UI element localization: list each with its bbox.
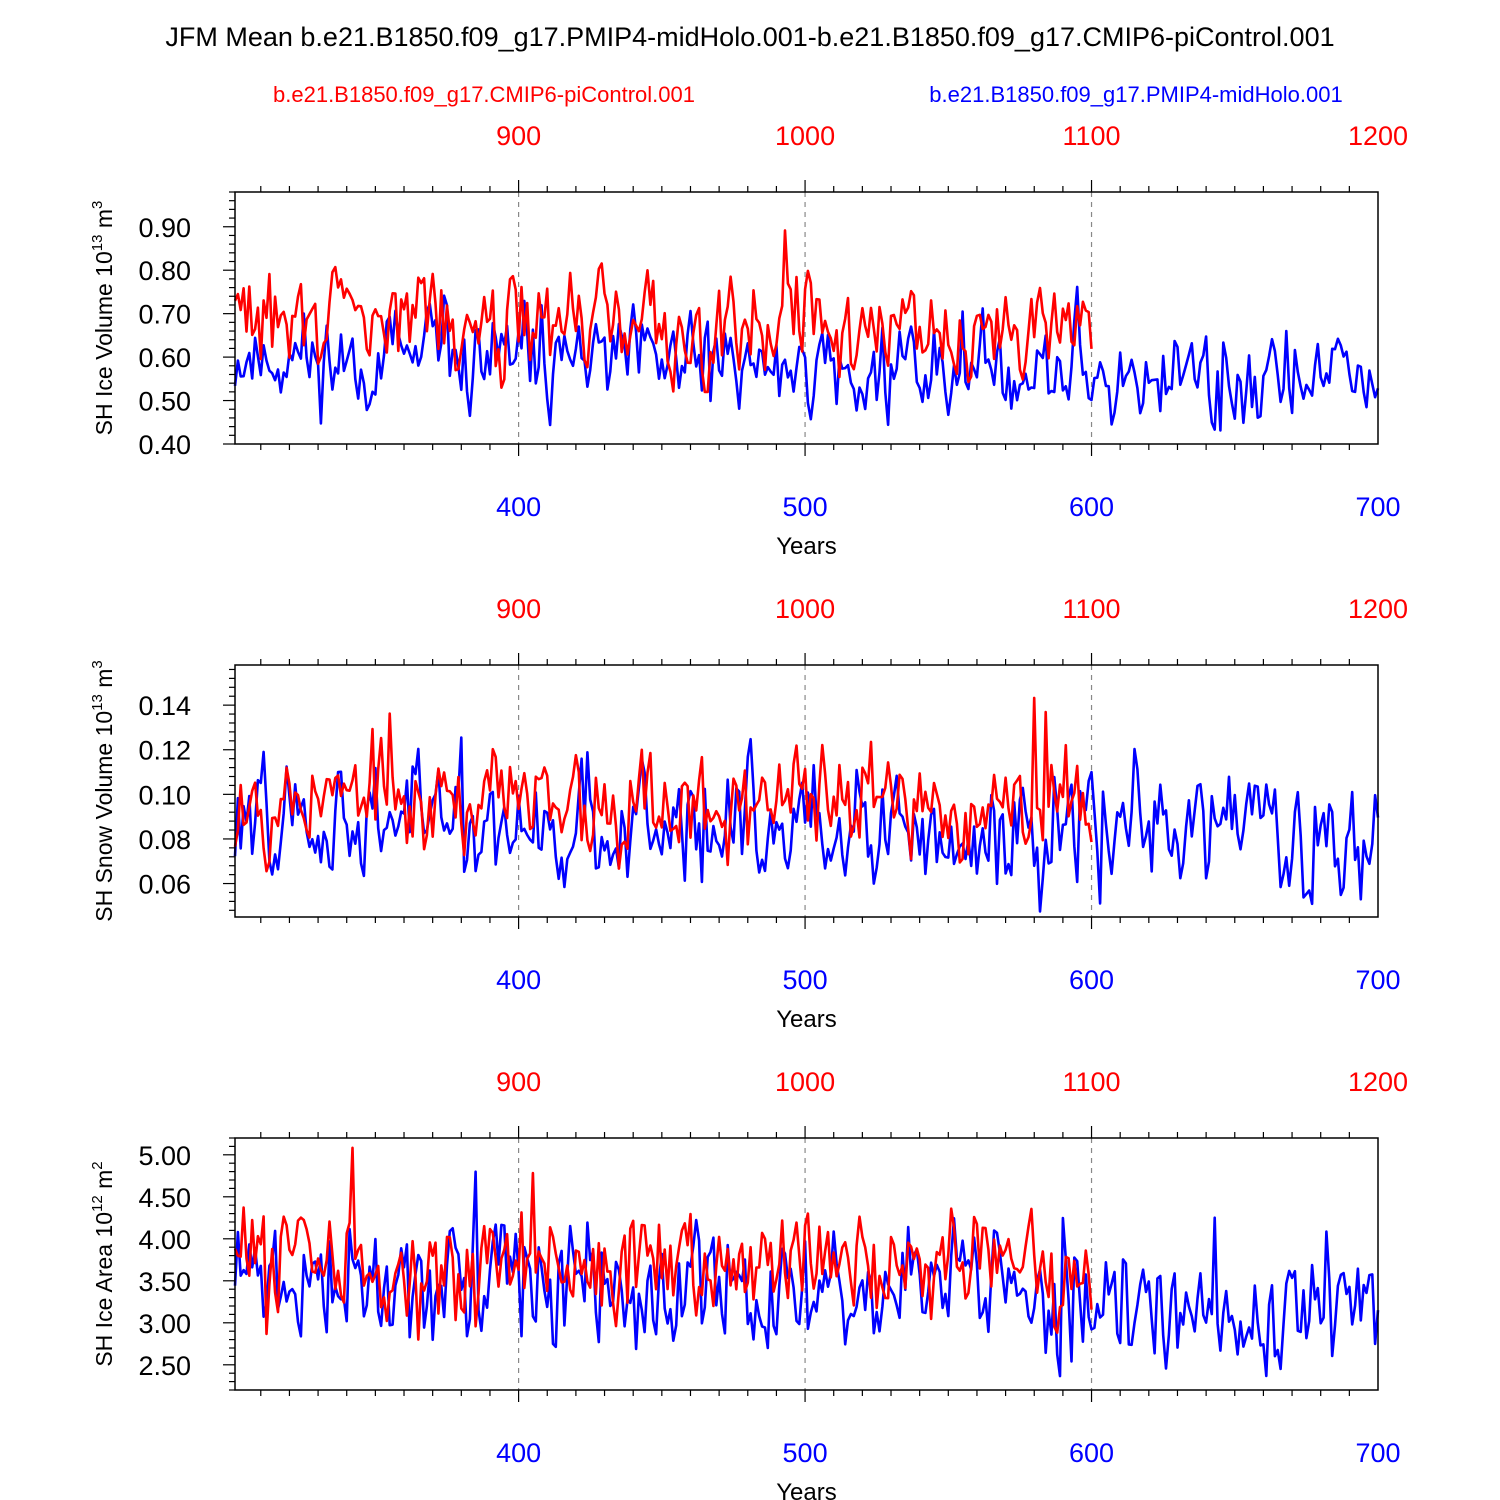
top-tick-label: 1100 <box>1063 1067 1121 1097</box>
y-tick-label: 0.12 <box>138 736 191 766</box>
bottom-tick-label: 500 <box>783 492 828 522</box>
y-tick-label: 4.00 <box>138 1225 191 1255</box>
x-axis-title: Years <box>776 1006 837 1033</box>
bottom-tick-label: 600 <box>1069 1438 1114 1468</box>
plot-frame <box>234 191 1379 445</box>
y-tick-label: 0.70 <box>138 300 191 330</box>
figure-title: JFM Mean b.e21.B1850.f09_g17.PMIP4-midHo… <box>165 22 1334 52</box>
y-tick-label: 0.90 <box>138 213 191 243</box>
top-tick-label: 1000 <box>775 1067 835 1097</box>
series-line-blue <box>233 285 1380 432</box>
bottom-tick-label: 700 <box>1355 492 1400 522</box>
bottom-tick-label: 500 <box>783 965 828 995</box>
x-axis-title: Years <box>776 1479 837 1500</box>
bottom-tick-label: 400 <box>496 1438 541 1468</box>
y-tick-label: 0.80 <box>138 256 191 286</box>
top-tick-label: 900 <box>496 121 541 151</box>
top-tick-label: 1200 <box>1348 1067 1408 1097</box>
plot-frame <box>234 664 1379 918</box>
y-axis-title: SH Ice Area 1012 m2 <box>89 1161 117 1366</box>
y-tick-label: 4.50 <box>138 1183 191 1213</box>
series-line-red <box>233 1146 1093 1341</box>
bottom-tick-label: 700 <box>1355 965 1400 995</box>
y-tick-label: 0.06 <box>138 870 191 900</box>
bottom-tick-label: 400 <box>496 492 541 522</box>
top-tick-label: 1000 <box>775 121 835 151</box>
series-line-blue <box>233 1170 1380 1378</box>
top-tick-label: 1100 <box>1063 594 1121 624</box>
top-tick-label: 1000 <box>775 594 835 624</box>
legend-blue-label: b.e21.B1850.f09_g17.PMIP4-midHolo.001 <box>929 82 1342 107</box>
bottom-tick-label: 400 <box>496 965 541 995</box>
y-tick-label: 0.08 <box>138 825 191 855</box>
y-tick-label: 0.60 <box>138 343 191 373</box>
panel-ice-volume: 900 1000 1100 1200 400 500 600 700 Years 0.40 0.50… <box>89 121 1408 560</box>
y-tick-label: 5.00 <box>138 1141 191 1171</box>
y-tick-label: 0.50 <box>138 387 191 417</box>
y-tick-label: 0.40 <box>138 430 191 460</box>
bottom-tick-label: 700 <box>1355 1438 1400 1468</box>
y-tick-label: 3.00 <box>138 1309 191 1339</box>
top-tick-label: 1100 <box>1063 121 1121 151</box>
top-tick-label: 1200 <box>1348 121 1408 151</box>
y-tick-label: 0.14 <box>138 691 191 721</box>
top-tick-label: 900 <box>496 594 541 624</box>
series-line-red <box>233 696 1093 873</box>
x-axis-title: Years <box>776 533 837 560</box>
y-axis-title: SH Ice Volume 1013 m3 <box>89 201 117 436</box>
y-tick-label: 0.10 <box>138 780 191 810</box>
y-tick-label: 2.50 <box>138 1351 191 1381</box>
bottom-tick-label: 500 <box>783 1438 828 1468</box>
bottom-tick-label: 600 <box>1069 965 1114 995</box>
top-tick-label: 1200 <box>1348 594 1408 624</box>
series-line-red <box>233 229 1093 394</box>
y-tick-label: 3.50 <box>138 1267 191 1297</box>
top-tick-label: 900 <box>496 1067 541 1097</box>
y-axis-title: SH Snow Volume 1013 m3 <box>89 660 117 922</box>
panel-snow-volume: 900 1000 1100 1200 400 500 600 700 Years 0.06 0.08… <box>89 594 1408 1033</box>
legend-red-label: b.e21.B1850.f09_g17.CMIP6-piControl.001 <box>273 82 695 107</box>
panel-ice-area: 900 1000 1100 1200 400 500 600 700 Years 2.50 3.00… <box>89 1067 1408 1500</box>
bottom-tick-label: 600 <box>1069 492 1114 522</box>
